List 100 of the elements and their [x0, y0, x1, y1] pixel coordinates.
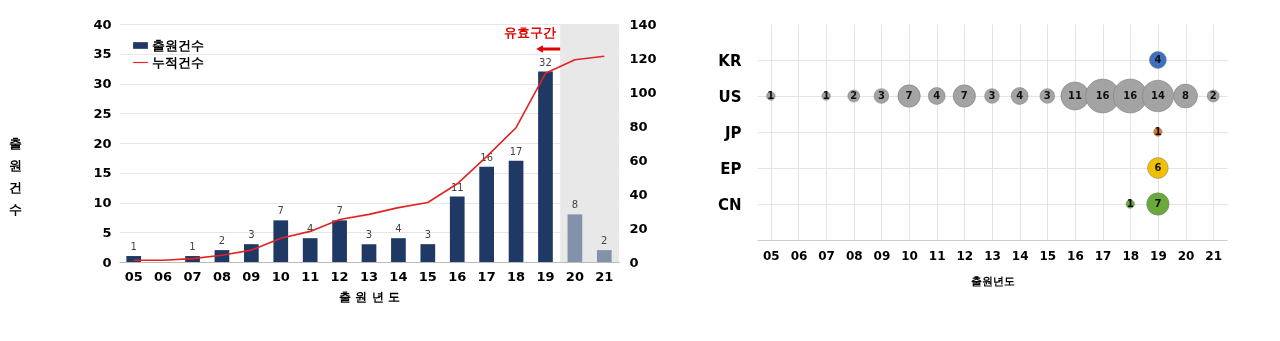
data-label: 11: [1067, 90, 1082, 101]
y-tick-label: 0: [102, 254, 112, 270]
data-label: 2: [601, 235, 608, 247]
bar: [273, 220, 289, 262]
x-tick-label: 17: [477, 268, 496, 284]
legend-label: 출원건수: [152, 37, 204, 53]
y2-tick-label: 100: [629, 84, 657, 100]
data-label: 1: [767, 90, 775, 101]
data-label: 14: [1150, 90, 1165, 101]
y-tick-label: 10: [93, 195, 112, 210]
x-tick-label: 16: [1067, 248, 1084, 263]
y-tick-label: 5: [102, 224, 112, 240]
x-tick-label: 19: [536, 268, 555, 284]
y-tick-label: CN: [717, 195, 742, 214]
data-label: 2: [850, 90, 858, 101]
bar: [244, 244, 259, 262]
bar: [479, 166, 494, 262]
bar: [302, 238, 318, 262]
data-label: 4: [1154, 54, 1162, 65]
y-tick-label: EP: [720, 159, 742, 178]
bar: [391, 238, 406, 262]
data-label: 17: [509, 145, 523, 157]
legend-label: 누적건수: [152, 54, 204, 70]
data-label: 1: [1126, 198, 1134, 209]
x-tick-label: 08: [845, 248, 863, 263]
data-label: 16: [1123, 90, 1138, 101]
x-tick-label: 06: [790, 248, 808, 263]
data-label: 16: [1095, 90, 1110, 101]
x-tick-label: 11: [301, 268, 320, 284]
x-tick-label: 21: [1205, 248, 1223, 263]
x-tick-label: 17: [1094, 248, 1112, 263]
y2-tick-label: 140: [629, 16, 657, 32]
data-label: 32: [539, 56, 552, 68]
x-tick-label: 19: [1150, 248, 1167, 263]
data-label: 3: [1043, 90, 1051, 101]
x-tick-label: 20: [565, 268, 584, 284]
x-tick-label: 06: [154, 268, 173, 284]
x-tick-label: 18: [1122, 248, 1140, 263]
x-axis-title: 출 원 년 도: [339, 289, 400, 304]
y-tick-label: 35: [93, 46, 112, 62]
x-tick-label: 16: [448, 268, 467, 284]
x-tick-label: 13: [984, 248, 1001, 263]
data-label: 7: [1154, 198, 1162, 209]
y-tick-label: 25: [93, 105, 112, 121]
data-label: 3: [877, 90, 885, 101]
y-tick-label: 30: [93, 76, 112, 91]
x-tick-label: 10: [901, 248, 918, 263]
data-label: 8: [1182, 90, 1190, 101]
data-label: 3: [365, 229, 373, 241]
y2-tick-label: 80: [629, 118, 648, 134]
y2-tick-label: 20: [629, 220, 648, 236]
x-tick-label: 15: [1039, 248, 1057, 263]
x-tick-label: 08: [212, 268, 231, 284]
y-tick-label: US: [718, 87, 742, 106]
x-tick-label: 20: [1177, 248, 1195, 263]
x-tick-label: 07: [183, 268, 202, 284]
data-label: 3: [424, 229, 432, 241]
data-label: 7: [336, 205, 343, 217]
data-label: 2: [218, 235, 226, 247]
x-tick-label: 14: [1011, 248, 1029, 263]
bar: [449, 196, 465, 262]
y-tick-label: 20: [93, 135, 112, 151]
y-axis-title: 출원건수: [8, 135, 22, 217]
bar: [596, 250, 612, 262]
x-tick-label: 07: [818, 248, 835, 263]
y2-tick-label: 60: [629, 152, 648, 168]
data-label: 7: [960, 90, 968, 101]
data-label: 1: [822, 90, 830, 101]
x-tick-label: 10: [271, 268, 290, 284]
annotation: 유효구간: [504, 25, 557, 40]
data-label: 11: [450, 181, 464, 193]
bar: [361, 244, 377, 262]
data-label: 1: [189, 241, 196, 253]
y-tick-label: KR: [718, 51, 742, 70]
x-tick-label: 13: [359, 268, 379, 284]
data-label: 7: [277, 205, 284, 217]
data-label: 1: [130, 241, 137, 253]
x-tick-label: 12: [330, 268, 349, 284]
x-tick-label: 14: [389, 268, 408, 284]
data-label: 4: [933, 90, 941, 101]
bar: [508, 160, 524, 262]
bar: [538, 71, 553, 262]
x-tick-label: 05: [124, 268, 143, 284]
data-label: 6: [1154, 162, 1162, 173]
x-tick-label: 18: [507, 268, 526, 284]
x-tick-label: 21: [595, 268, 614, 284]
x-tick-label: 05: [762, 248, 780, 263]
x-tick-label: 15: [418, 268, 437, 284]
data-label: 4: [395, 223, 402, 235]
x-tick-label: 09: [873, 248, 891, 263]
data-label: 7: [905, 90, 913, 101]
data-label: 3: [248, 229, 255, 241]
bar: [420, 244, 436, 262]
data-label: 8: [571, 199, 579, 211]
data-label: 4: [1016, 90, 1024, 101]
y2-tick-label: 0: [629, 254, 639, 270]
data-label: 1: [1154, 126, 1162, 137]
bar: [567, 214, 583, 262]
bar: [332, 220, 347, 262]
y-tick-label: JP: [723, 123, 742, 142]
